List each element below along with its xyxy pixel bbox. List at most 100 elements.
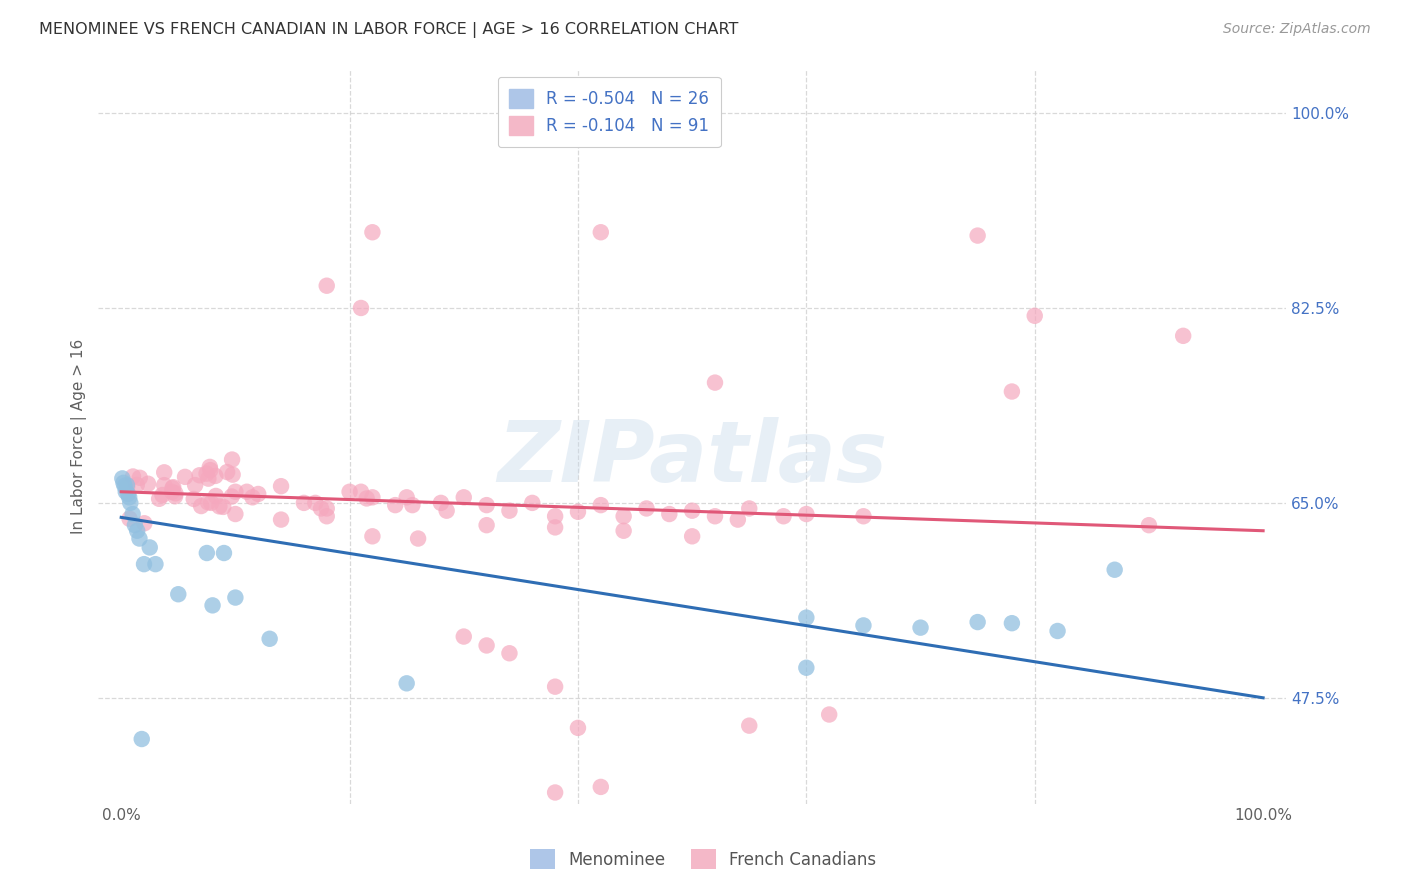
- Point: [544, 520, 567, 534]
- Point: [174, 470, 197, 484]
- Point: [544, 785, 567, 799]
- Point: [136, 476, 159, 491]
- Point: [498, 646, 520, 660]
- Point: [197, 495, 219, 509]
- Point: [475, 498, 498, 512]
- Point: [1001, 384, 1024, 399]
- Point: [475, 518, 498, 533]
- Point: [453, 491, 475, 505]
- Point: [224, 507, 246, 521]
- Point: [188, 468, 211, 483]
- Point: [111, 471, 134, 485]
- Point: [395, 491, 418, 505]
- Point: [200, 463, 222, 477]
- Point: [117, 487, 139, 501]
- Point: [200, 496, 222, 510]
- Point: [259, 632, 281, 646]
- Point: [167, 587, 190, 601]
- Point: [772, 509, 794, 524]
- Point: [315, 509, 337, 524]
- Point: [118, 512, 141, 526]
- Point: [544, 509, 567, 524]
- Point: [165, 486, 187, 500]
- Point: [115, 478, 138, 492]
- Point: [114, 484, 136, 499]
- Point: [1046, 624, 1069, 638]
- Point: [121, 507, 143, 521]
- Point: [1024, 309, 1046, 323]
- Point: [224, 484, 246, 499]
- Point: [361, 529, 384, 543]
- Point: [567, 505, 589, 519]
- Point: [153, 478, 176, 492]
- Point: [198, 459, 221, 474]
- Point: [138, 541, 160, 555]
- Point: [522, 496, 544, 510]
- Point: [114, 479, 136, 493]
- Point: [112, 475, 135, 490]
- Point: [704, 509, 727, 524]
- Point: [195, 467, 218, 481]
- Point: [120, 496, 142, 510]
- Point: [197, 472, 219, 486]
- Point: [160, 484, 183, 499]
- Point: [361, 225, 384, 239]
- Point: [796, 661, 818, 675]
- Point: [205, 489, 228, 503]
- Text: MENOMINEE VS FRENCH CANADIAN IN LABOR FORCE | AGE > 16 CORRELATION CHART: MENOMINEE VS FRENCH CANADIAN IN LABOR FO…: [39, 22, 738, 38]
- Point: [221, 490, 243, 504]
- Point: [430, 496, 453, 510]
- Point: [212, 546, 235, 560]
- Point: [124, 518, 146, 533]
- Point: [1137, 518, 1160, 533]
- Point: [165, 489, 187, 503]
- Point: [131, 731, 153, 746]
- Point: [184, 478, 207, 492]
- Point: [727, 513, 749, 527]
- Text: ZIPatlas: ZIPatlas: [498, 417, 887, 500]
- Y-axis label: In Labor Force | Age > 16: In Labor Force | Age > 16: [72, 338, 87, 533]
- Point: [796, 610, 818, 624]
- Point: [270, 513, 292, 527]
- Point: [544, 680, 567, 694]
- Point: [270, 479, 292, 493]
- Point: [636, 501, 658, 516]
- Point: [567, 721, 589, 735]
- Point: [125, 478, 148, 492]
- Point: [738, 501, 761, 516]
- Point: [212, 500, 235, 514]
- Point: [128, 471, 150, 485]
- Point: [122, 469, 145, 483]
- Point: [1001, 616, 1024, 631]
- Point: [384, 498, 406, 512]
- Point: [315, 501, 337, 516]
- Point: [224, 591, 246, 605]
- Text: Source: ZipAtlas.com: Source: ZipAtlas.com: [1223, 22, 1371, 37]
- Point: [292, 496, 315, 510]
- Point: [350, 484, 373, 499]
- Point: [195, 546, 218, 560]
- Point: [183, 491, 205, 506]
- Point: [818, 707, 841, 722]
- Point: [236, 484, 259, 499]
- Point: [117, 479, 139, 493]
- Point: [304, 496, 326, 510]
- Point: [1104, 563, 1126, 577]
- Point: [208, 500, 231, 514]
- Point: [796, 507, 818, 521]
- Point: [247, 487, 270, 501]
- Point: [658, 507, 681, 521]
- Point: [589, 225, 612, 239]
- Point: [148, 491, 170, 506]
- Point: [152, 488, 174, 502]
- Point: [145, 557, 167, 571]
- Legend: Menominee, French Canadians: Menominee, French Canadians: [520, 838, 886, 880]
- Point: [118, 491, 141, 505]
- Point: [1173, 328, 1195, 343]
- Point: [204, 469, 226, 483]
- Point: [589, 780, 612, 794]
- Point: [132, 557, 155, 571]
- Point: [162, 481, 184, 495]
- Point: [315, 278, 337, 293]
- Point: [309, 501, 332, 516]
